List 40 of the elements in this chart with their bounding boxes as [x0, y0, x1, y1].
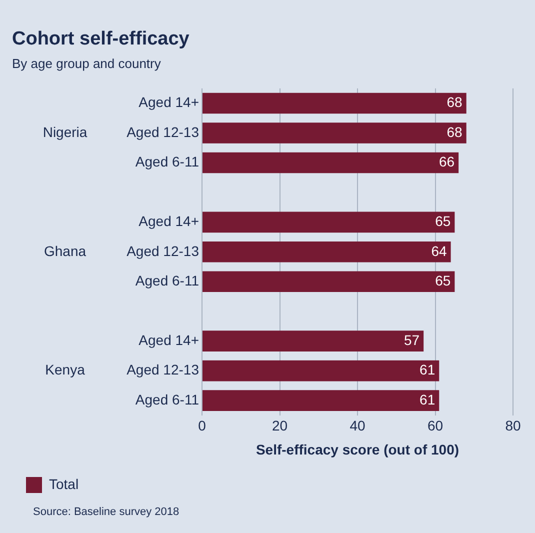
- data-label: 61: [420, 362, 436, 378]
- bar: [202, 330, 424, 352]
- bar: [202, 271, 455, 292]
- bar: [202, 212, 455, 233]
- source-note: Source: Baseline survey 2018: [33, 506, 180, 518]
- text: Ghana: [44, 242, 86, 259]
- bar: [202, 152, 459, 174]
- bar: [202, 241, 451, 262]
- bar: [202, 360, 440, 382]
- x-tick-label: 60: [427, 418, 444, 434]
- bar: [202, 122, 466, 144]
- bar: [202, 92, 466, 114]
- y-tick-label: Aged 12-13: [126, 362, 200, 378]
- y-tick-label: Aged 14+: [138, 94, 199, 110]
- text: Nigeria: [42, 124, 88, 140]
- legend-label: Total: [49, 476, 79, 492]
- y-tick-label: Aged 6-11: [135, 272, 200, 288]
- y-tick-label: Aged 6-11: [135, 391, 200, 408]
- x-tick-label: 40: [350, 418, 366, 434]
- data-label: 61: [420, 391, 436, 408]
- x-axis-title: Self-efficacy score (out of 100): [256, 441, 460, 458]
- x-tick-label: 0: [198, 418, 206, 434]
- y-tick-label: Aged 14+: [138, 332, 199, 348]
- data-label: 65: [435, 213, 451, 230]
- text: Kenya: [45, 362, 86, 378]
- data-label: 68: [446, 124, 463, 140]
- data-label: 66: [438, 154, 455, 170]
- chart-title: Cohort self-efficacy: [12, 28, 190, 50]
- y-tick-label: Aged 12-13: [126, 242, 200, 259]
- data-label: 65: [435, 272, 451, 288]
- y-tick-label: Aged 12-13: [126, 124, 200, 140]
- text: By age group and country: [12, 56, 162, 72]
- x-tick-label: 20: [272, 418, 288, 434]
- data-label: 64: [431, 242, 448, 259]
- data-label: 68: [446, 94, 463, 110]
- y-tick-label: Aged 14+: [138, 213, 199, 230]
- x-tick-label: 80: [505, 418, 521, 434]
- bar: [202, 390, 440, 411]
- y-tick-label: Aged 6-11: [135, 154, 200, 170]
- data-label: 57: [404, 332, 420, 348]
